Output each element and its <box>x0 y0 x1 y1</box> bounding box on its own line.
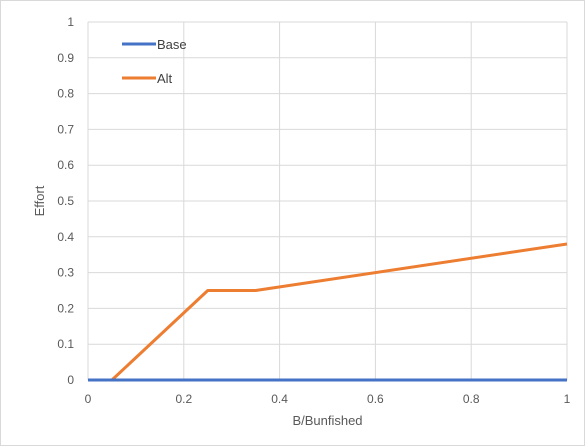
x-tick-label: 0.6 <box>367 392 384 406</box>
y-tick-label: 1 <box>67 15 74 29</box>
y-tick-label: 0.1 <box>57 337 74 351</box>
x-tick-label: 0.4 <box>271 392 288 406</box>
y-tick-label: 0.5 <box>57 194 74 208</box>
y-tick-label: 0 <box>67 373 74 387</box>
y-axis-title: Effort <box>32 185 47 216</box>
series-lines <box>88 244 567 380</box>
y-tick-label: 0.8 <box>57 87 74 101</box>
y-tick-label: 0.9 <box>57 51 74 65</box>
x-tick-label: 1 <box>564 392 571 406</box>
x-tick-label: 0.2 <box>175 392 192 406</box>
series-line-alt <box>88 244 567 380</box>
y-tick-label: 0.3 <box>57 266 74 280</box>
legend: Base Alt <box>122 37 187 86</box>
y-tick-label: 0.7 <box>57 122 74 136</box>
x-tick-label: 0.8 <box>463 392 480 406</box>
y-tick-label: 0.4 <box>57 230 74 244</box>
y-tick-label: 0.6 <box>57 158 74 172</box>
legend-label-alt: Alt <box>157 71 173 86</box>
x-axis-title: B/Bunfished <box>292 413 362 428</box>
y-tick-label: 0.2 <box>57 301 74 315</box>
y-axis-ticks: 0 0.1 0.2 0.3 0.4 0.5 0.6 0.7 0.8 0.9 1 <box>57 15 74 387</box>
legend-label-base: Base <box>157 37 187 52</box>
x-tick-label: 0 <box>85 392 92 406</box>
x-axis-ticks: 0 0.2 0.4 0.6 0.8 1 <box>85 392 571 406</box>
